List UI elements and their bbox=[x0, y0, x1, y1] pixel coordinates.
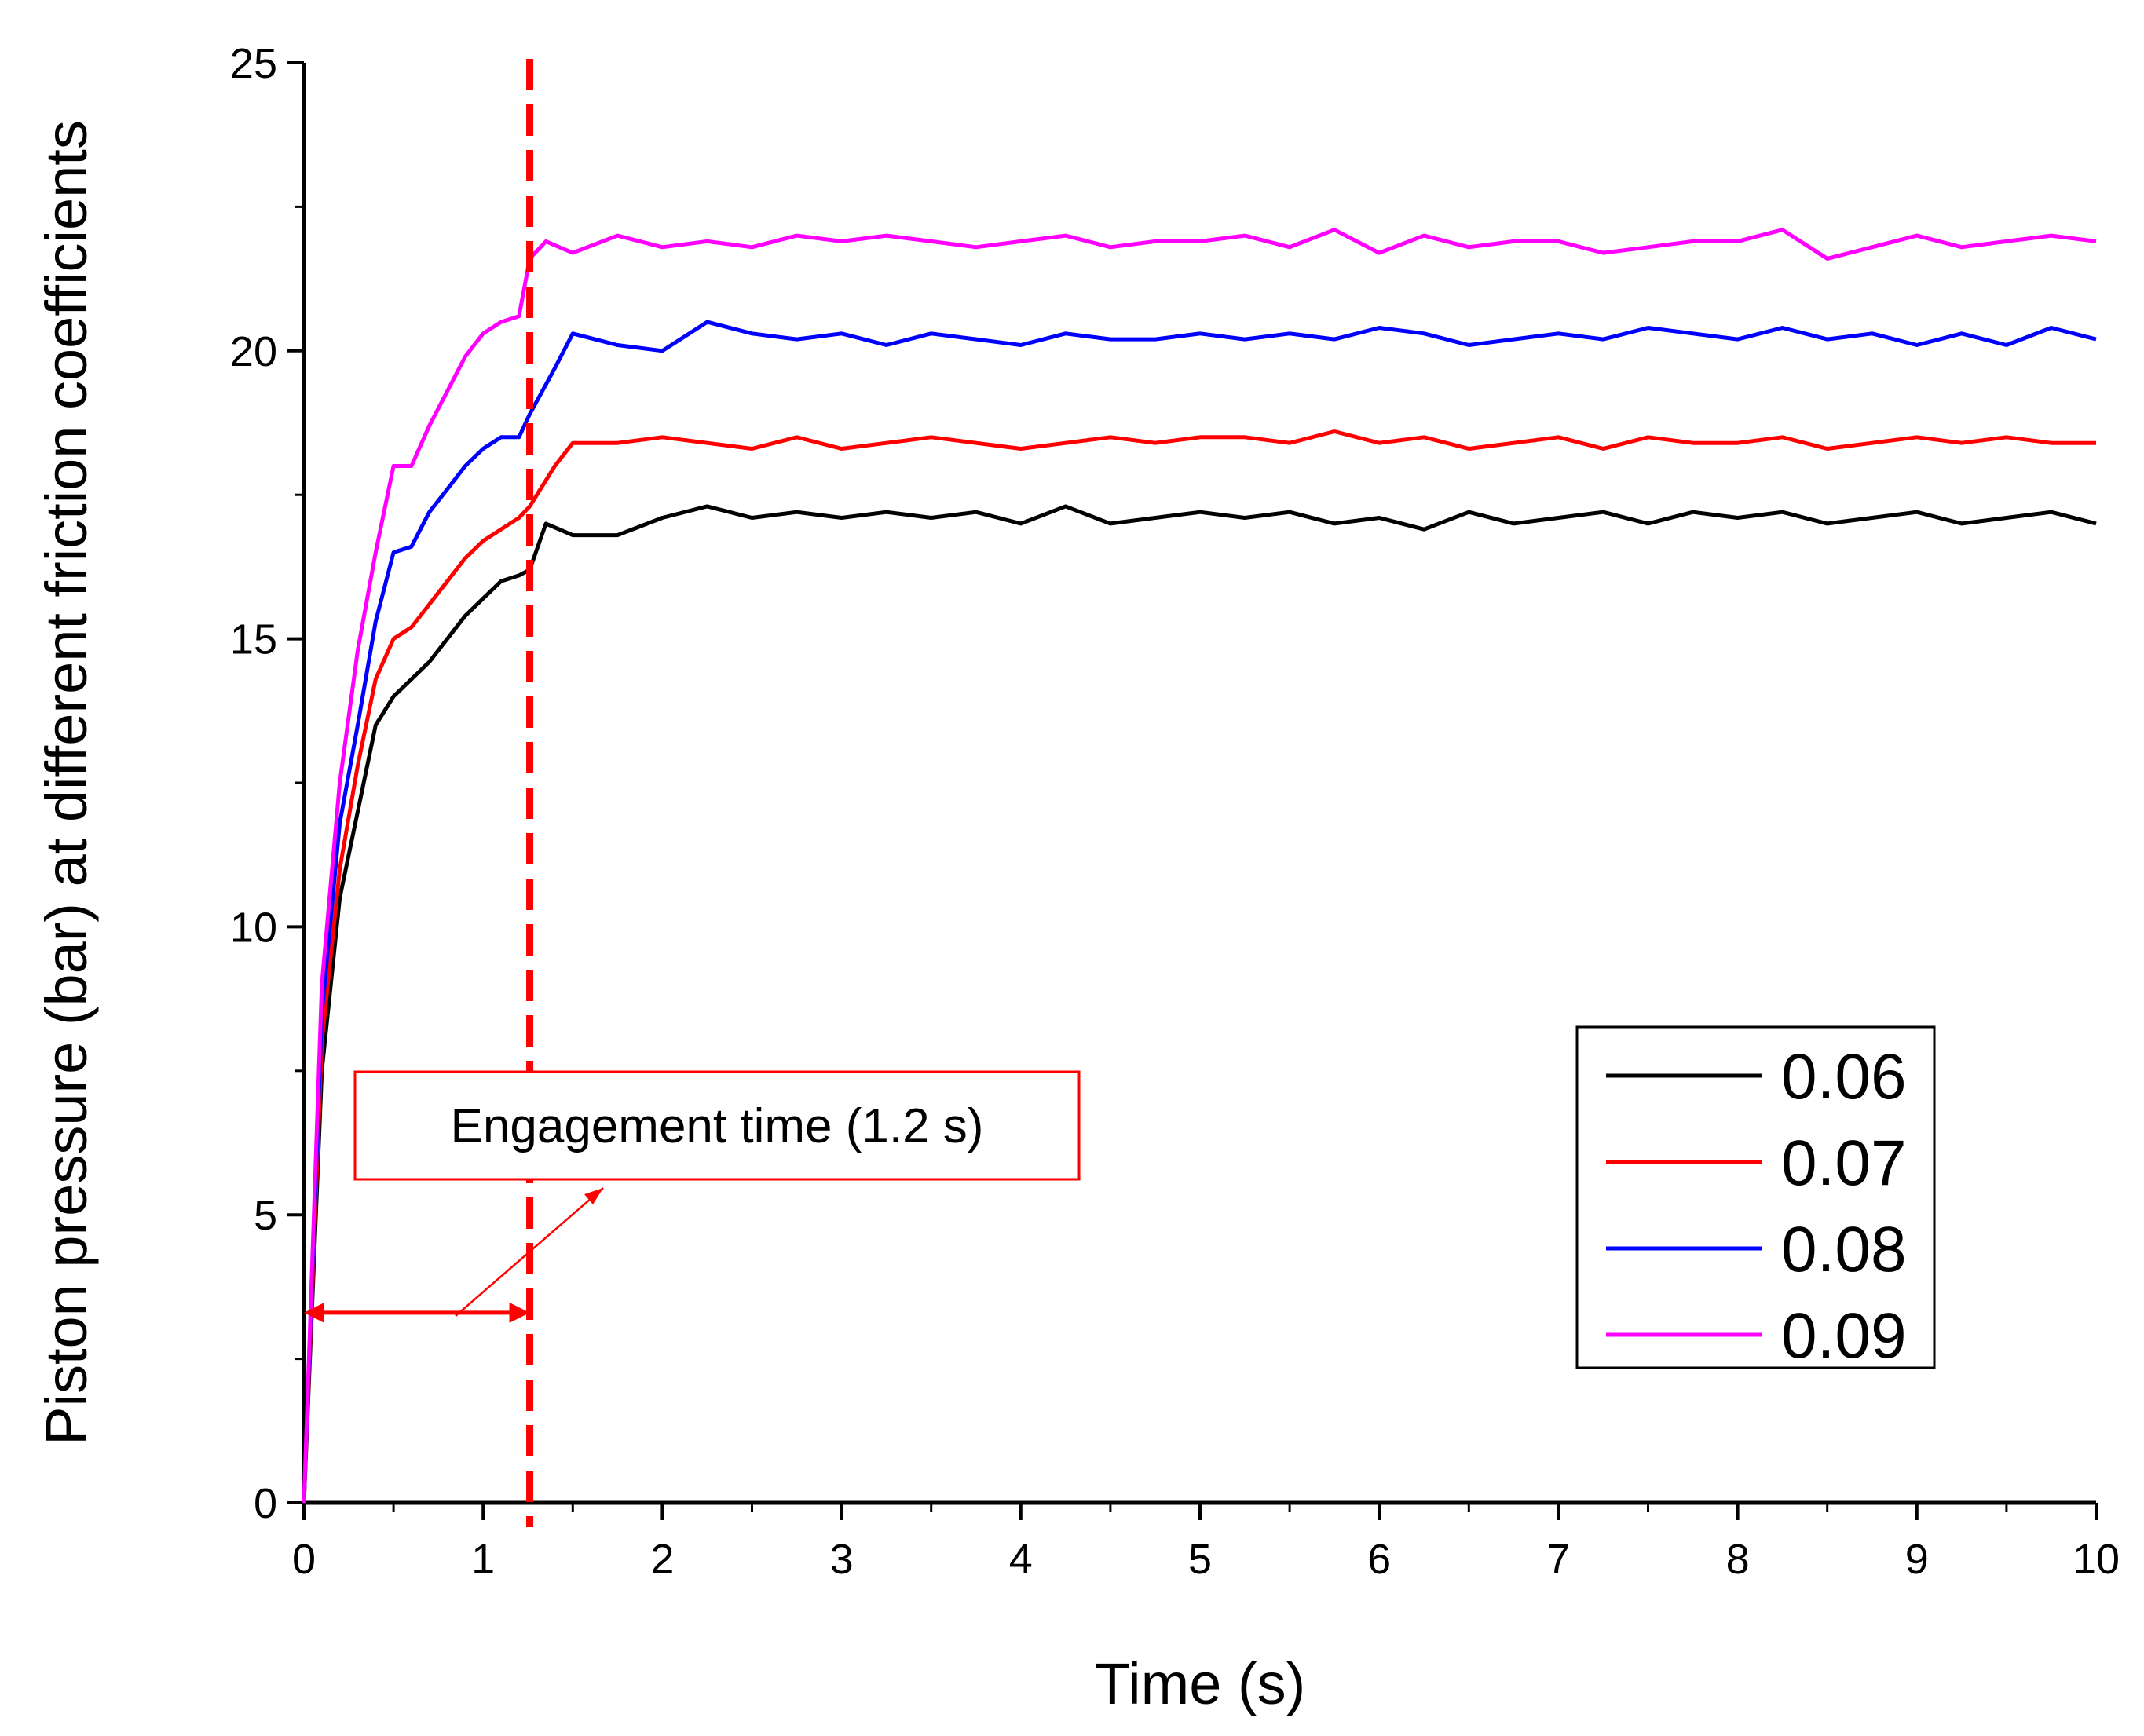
series-line-0.08 bbox=[302, 320, 2097, 1504]
legend-label-0.06: 0.06 bbox=[1781, 1041, 1907, 1113]
legend-box bbox=[1575, 1025, 1936, 1369]
legend: 0.06 0.07 0.08 0.09 bbox=[1575, 1025, 1936, 1372]
series-group bbox=[302, 228, 2097, 1504]
callout-pointer bbox=[455, 1187, 604, 1317]
y-tick-label: 20 bbox=[230, 328, 277, 375]
y-axis-title: Piston pressure (bar) at different frict… bbox=[34, 120, 99, 1445]
callout-arrowhead-icon bbox=[584, 1188, 603, 1204]
y-tick-label: 5 bbox=[254, 1192, 277, 1239]
y-tick-label: 15 bbox=[230, 616, 277, 663]
legend-label-0.09: 0.09 bbox=[1781, 1300, 1907, 1372]
x-ticks: 0 1 2 3 4 5 6 7 8 9 10 bbox=[292, 1503, 2120, 1583]
x-tick-label: 8 bbox=[1726, 1536, 1750, 1583]
legend-label-0.07: 0.07 bbox=[1781, 1127, 1907, 1199]
x-axis-title: Time (s) bbox=[1095, 1651, 1306, 1716]
x-tick-label: 6 bbox=[1367, 1536, 1391, 1583]
series-line-0.07 bbox=[302, 429, 2096, 1504]
engagement-label-box bbox=[353, 1070, 1081, 1181]
x-tick-label: 3 bbox=[830, 1536, 854, 1583]
arrowhead-left-icon bbox=[304, 1302, 324, 1323]
series-line-0.06 bbox=[302, 504, 2097, 1504]
x-tick-label: 5 bbox=[1188, 1536, 1212, 1583]
y-ticks: 0 5 10 15 20 25 bbox=[230, 40, 304, 1527]
x-tick-label: 4 bbox=[1009, 1536, 1033, 1583]
x-tick-label: 1 bbox=[471, 1536, 495, 1583]
y-tick-label: 0 bbox=[254, 1480, 277, 1527]
x-tick-label: 0 bbox=[292, 1536, 316, 1583]
series-line-0.09 bbox=[302, 228, 2097, 1504]
engagement-annotation: Engagement time (1.2 s) bbox=[304, 59, 1081, 1527]
x-tick-label: 7 bbox=[1546, 1536, 1570, 1583]
legend-label-0.08: 0.08 bbox=[1781, 1214, 1907, 1285]
x-tick-label: 2 bbox=[650, 1536, 674, 1583]
arrowhead-right-icon bbox=[509, 1302, 530, 1323]
y-tick-label: 25 bbox=[230, 40, 277, 87]
engagement-label: Engagement time (1.2 s) bbox=[451, 1099, 984, 1153]
x-tick-label: 9 bbox=[1905, 1536, 1929, 1583]
x-tick-label: 10 bbox=[2073, 1536, 2120, 1583]
y-tick-label: 10 bbox=[230, 904, 277, 951]
